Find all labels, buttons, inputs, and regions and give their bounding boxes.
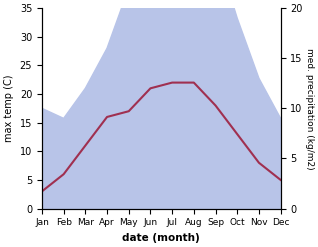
Y-axis label: max temp (C): max temp (C) bbox=[4, 75, 14, 142]
Y-axis label: med. precipitation (kg/m2): med. precipitation (kg/m2) bbox=[305, 48, 314, 169]
X-axis label: date (month): date (month) bbox=[122, 233, 200, 243]
